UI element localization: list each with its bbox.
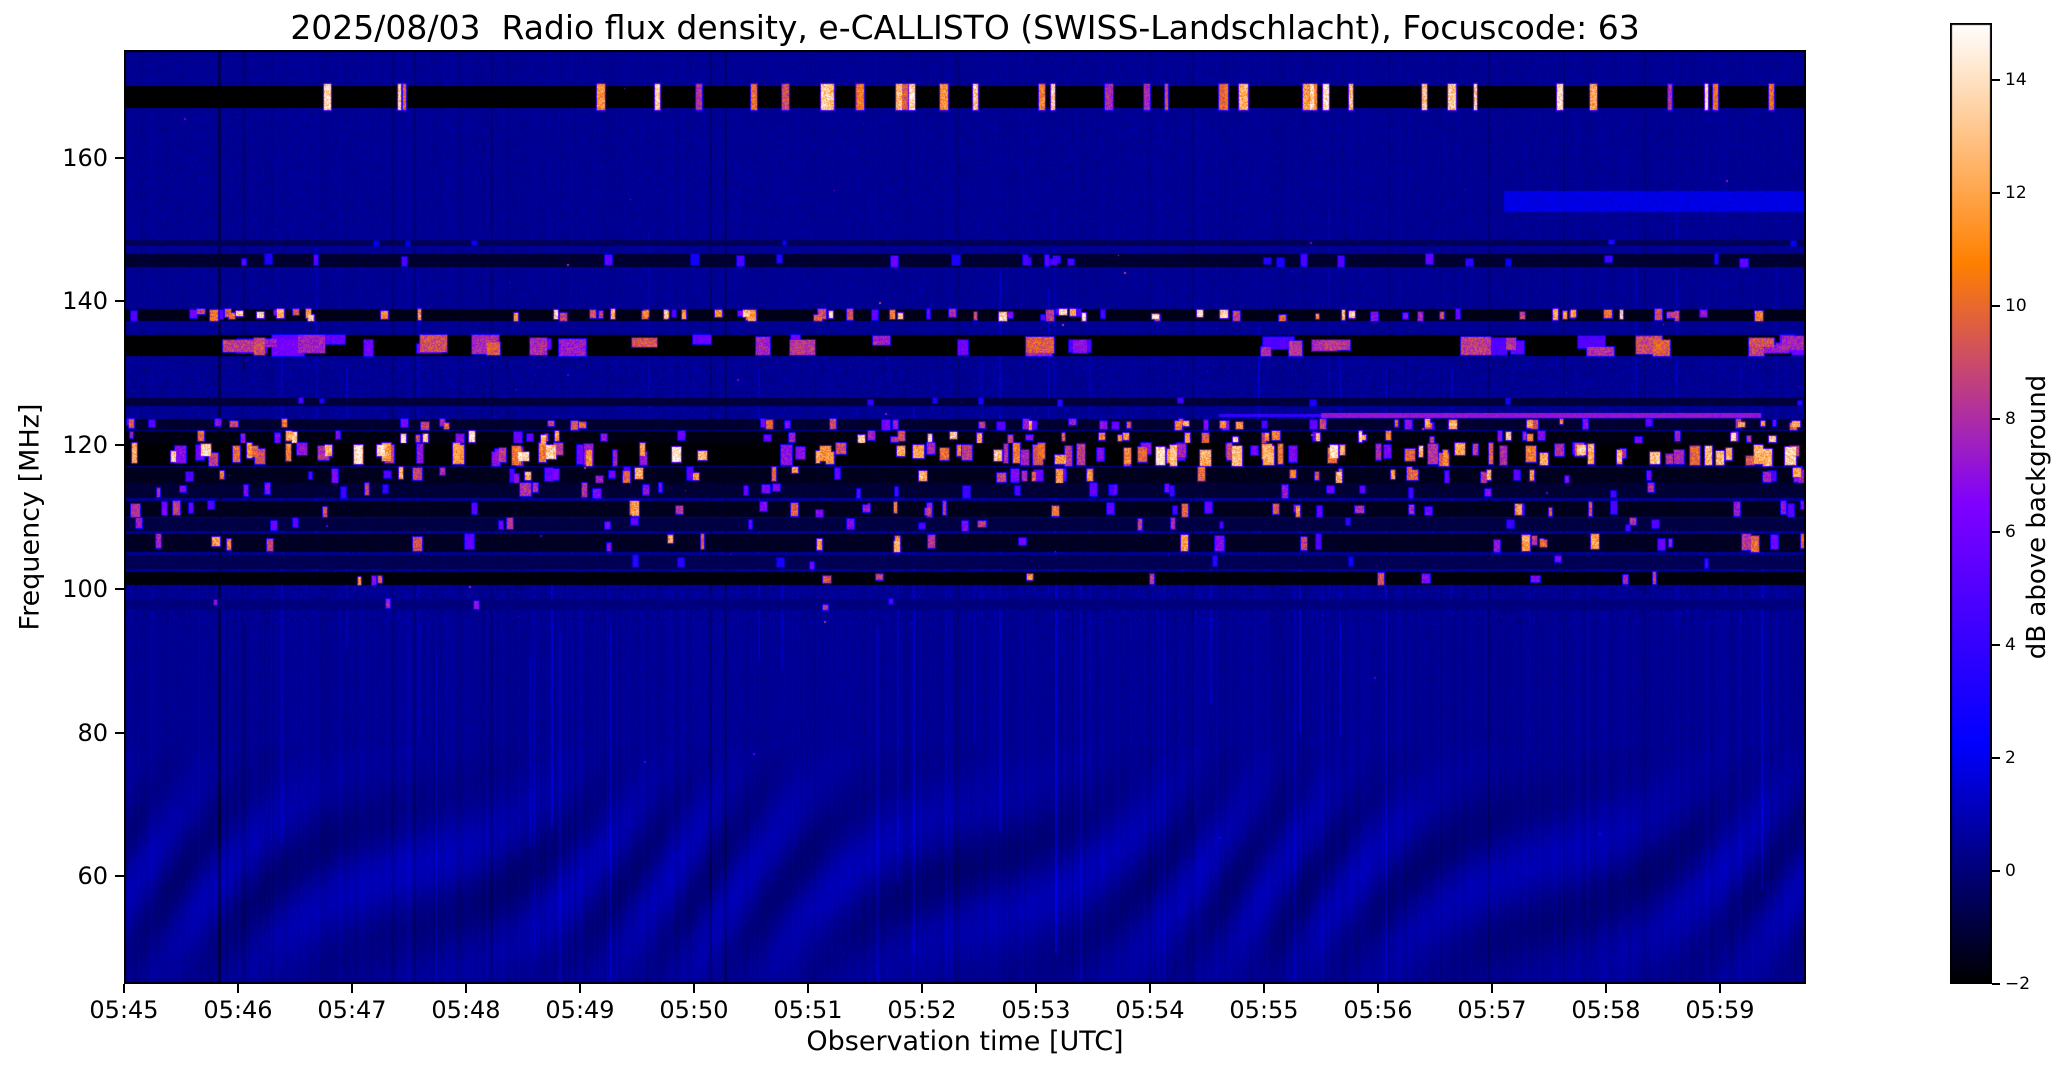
y-tick-label: 100	[62, 575, 108, 603]
x-tick-label: 05:47	[317, 996, 387, 1024]
y-tick-label: 120	[62, 431, 108, 459]
colorbar-tick-label: 10	[2005, 296, 2027, 316]
x-tick-mark	[1035, 984, 1037, 993]
y-tick-label: 80	[77, 719, 108, 747]
x-tick-label: 05:59	[1685, 996, 1755, 1024]
y-tick-label: 140	[62, 287, 108, 315]
y-tick-mark	[115, 732, 124, 734]
chart-title: 2025/08/03 Radio flux density, e-CALLIST…	[290, 8, 1640, 47]
colorbar-tick-label: 6	[2005, 522, 2016, 542]
x-tick-label: 05:56	[1343, 996, 1413, 1024]
colorbar-canvas	[1950, 23, 1992, 984]
x-tick-mark	[1377, 984, 1379, 993]
x-tick-mark	[579, 984, 581, 993]
colorbar-tick-label: 8	[2005, 409, 2016, 429]
x-tick-label: 05:54	[1115, 996, 1185, 1024]
x-tick-label: 05:58	[1571, 996, 1641, 1024]
colorbar-tick-mark	[1992, 644, 2000, 646]
y-tick-mark	[115, 157, 124, 159]
colorbar-tick-label: 12	[2005, 183, 2027, 203]
colorbar-tick-label: 0	[2005, 861, 2016, 881]
x-axis-label: Observation time [UTC]	[806, 1026, 1124, 1057]
spectrogram-canvas	[124, 50, 1806, 984]
x-tick-mark	[237, 984, 239, 993]
x-tick-mark	[921, 984, 923, 993]
colorbar-tick-mark	[1992, 531, 2000, 533]
x-tick-label: 05:52	[887, 996, 957, 1024]
x-tick-mark	[1605, 984, 1607, 993]
colorbar-tick-mark	[1992, 870, 2000, 872]
colorbar-tick-mark	[1992, 983, 2000, 985]
y-tick-label: 160	[62, 144, 108, 172]
x-tick-mark	[351, 984, 353, 993]
x-tick-mark	[1719, 984, 1721, 993]
colorbar-tick-label: −2	[2005, 974, 2031, 994]
x-tick-mark	[693, 984, 695, 993]
x-tick-mark	[1491, 984, 1493, 993]
colorbar-tick-mark	[1992, 79, 2000, 81]
x-tick-label: 05:48	[431, 996, 501, 1024]
x-tick-label: 05:46	[203, 996, 273, 1024]
x-tick-mark	[807, 984, 809, 993]
x-tick-label: 05:55	[1229, 996, 1299, 1024]
y-tick-mark	[115, 300, 124, 302]
x-tick-label: 05:57	[1457, 996, 1527, 1024]
colorbar-tick-mark	[1992, 305, 2000, 307]
y-tick-label: 60	[77, 862, 108, 890]
x-tick-mark	[465, 984, 467, 993]
y-tick-mark	[115, 875, 124, 877]
colorbar-tick-label: 14	[2005, 70, 2027, 90]
x-tick-label: 05:53	[1001, 996, 1071, 1024]
colorbar-tick-mark	[1992, 192, 2000, 194]
x-tick-label: 05:50	[659, 996, 729, 1024]
x-tick-label: 05:51	[773, 996, 843, 1024]
colorbar-tick-label: 4	[2005, 635, 2016, 655]
x-tick-label: 05:49	[545, 996, 615, 1024]
x-tick-label: 05:45	[89, 996, 159, 1024]
x-tick-mark	[123, 984, 125, 993]
y-tick-mark	[115, 588, 124, 590]
y-tick-mark	[115, 444, 124, 446]
x-tick-mark	[1149, 984, 1151, 993]
colorbar-tick-mark	[1992, 757, 2000, 759]
x-tick-mark	[1263, 984, 1265, 993]
colorbar-tick-mark	[1992, 418, 2000, 420]
colorbar-tick-label: 2	[2005, 748, 2016, 768]
